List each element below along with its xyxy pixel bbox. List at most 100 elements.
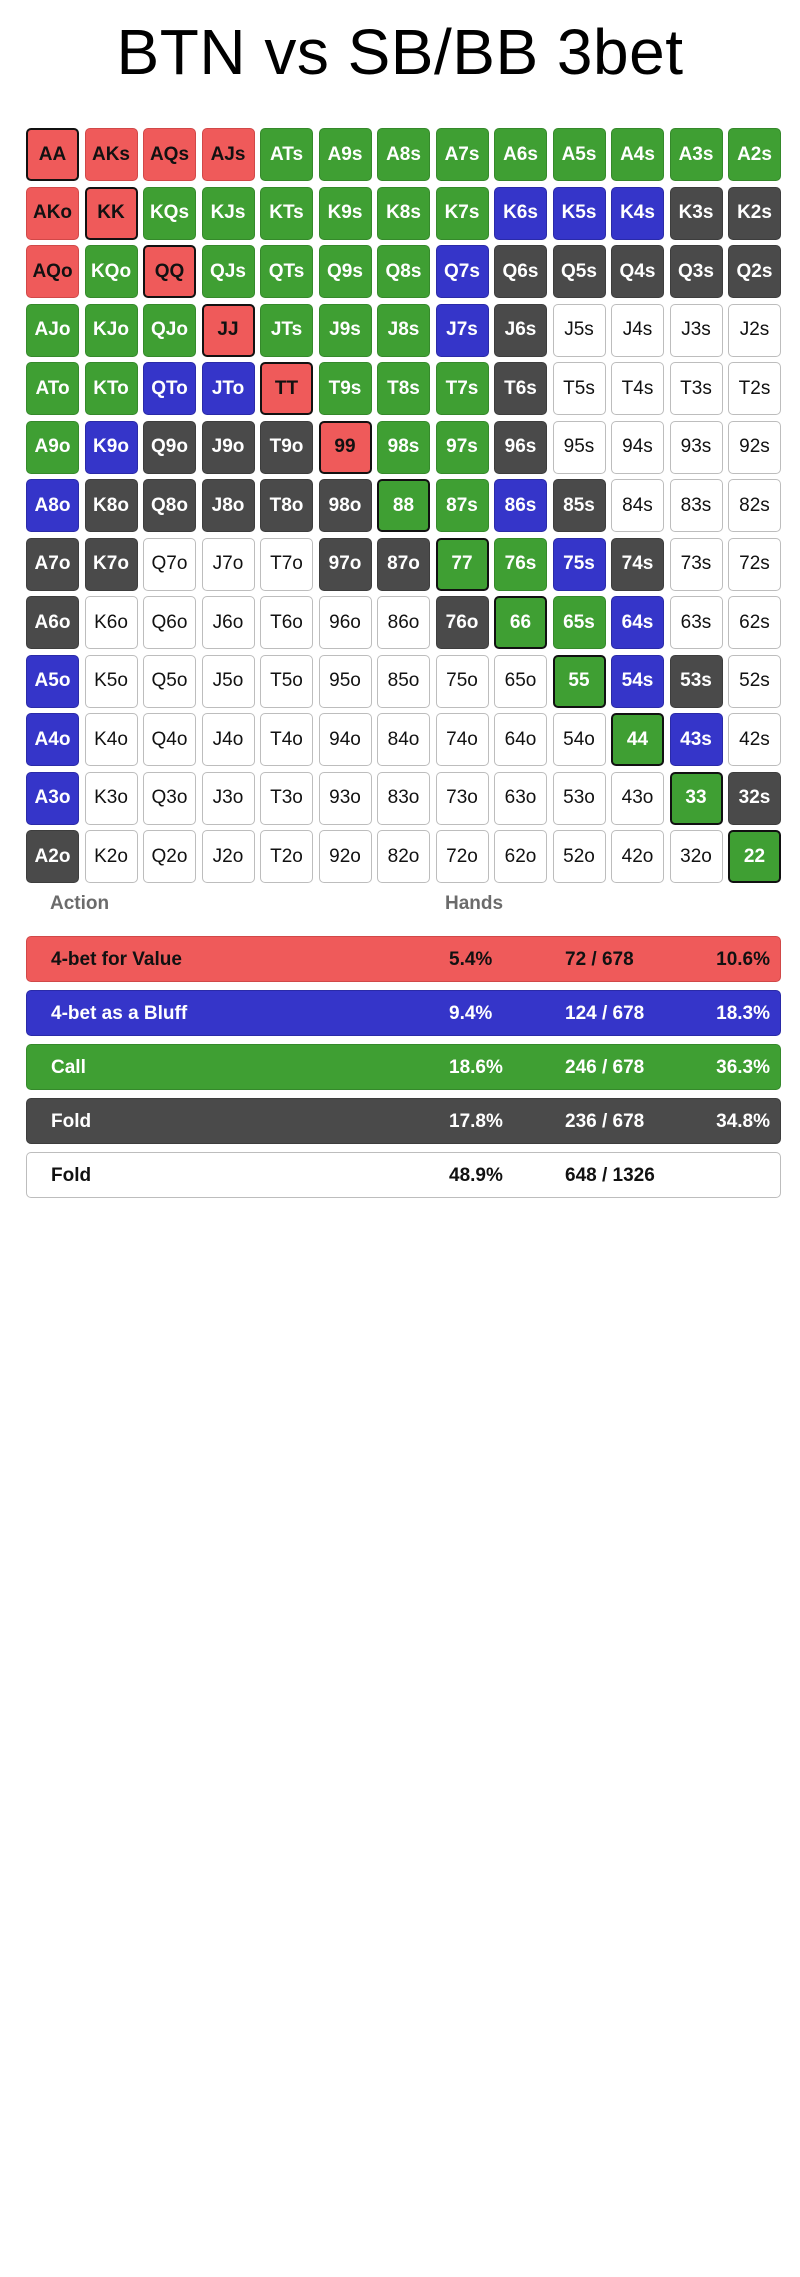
hand-cell-kts[interactable]: KTs	[260, 186, 313, 240]
hand-cell-53o[interactable]: 53o	[552, 771, 606, 825]
hand-cell-72s[interactable]: 72s	[728, 537, 781, 591]
hand-cell-aks[interactable]: AKs	[84, 128, 138, 181]
hand-cell-65o[interactable]: 65o	[494, 654, 547, 708]
hand-cell-96o[interactable]: 96o	[318, 596, 372, 649]
hand-cell-32o[interactable]: 32o	[669, 830, 723, 883]
hand-cell-ato[interactable]: ATo	[26, 362, 79, 415]
hand-cell-a6s[interactable]: A6s	[494, 128, 547, 181]
hand-cell-j3s[interactable]: J3s	[669, 303, 723, 357]
hand-cell-a6o[interactable]: A6o	[26, 596, 79, 649]
hand-cell-k5s[interactable]: K5s	[552, 186, 606, 240]
hand-cell-q5s[interactable]: Q5s	[552, 245, 606, 298]
hand-cell-44[interactable]: 44	[611, 713, 664, 766]
hand-cell-jts[interactable]: JTs	[260, 303, 313, 357]
hand-cell-a9s[interactable]: A9s	[318, 128, 372, 181]
hand-cell-ats[interactable]: ATs	[260, 128, 313, 181]
hand-cell-k8o[interactable]: K8o	[84, 479, 138, 532]
hand-cell-kqs[interactable]: KQs	[143, 186, 196, 240]
hand-cell-ajo[interactable]: AJo	[26, 303, 79, 357]
hand-cell-qq[interactable]: QQ	[143, 245, 196, 298]
hand-cell-83o[interactable]: 83o	[377, 771, 430, 825]
hand-cell-j7o[interactable]: J7o	[201, 537, 255, 591]
hand-cell-q8s[interactable]: Q8s	[377, 245, 430, 298]
hand-cell-62s[interactable]: 62s	[728, 596, 781, 649]
hand-cell-aa[interactable]: AA	[26, 128, 79, 181]
hand-cell-q9s[interactable]: Q9s	[318, 245, 372, 298]
hand-cell-43o[interactable]: 43o	[611, 771, 664, 825]
hand-cell-73s[interactable]: 73s	[669, 537, 723, 591]
hand-cell-k8s[interactable]: K8s	[377, 186, 430, 240]
hand-cell-52s[interactable]: 52s	[728, 654, 781, 708]
hand-cell-j5s[interactable]: J5s	[552, 303, 606, 357]
hand-cell-75o[interactable]: 75o	[435, 654, 489, 708]
hand-cell-93s[interactable]: 93s	[669, 420, 723, 474]
hand-cell-j5o[interactable]: J5o	[201, 654, 255, 708]
hand-cell-63s[interactable]: 63s	[669, 596, 723, 649]
hand-cell-kto[interactable]: KTo	[84, 362, 138, 415]
hand-cell-a5s[interactable]: A5s	[552, 128, 606, 181]
hand-cell-a7o[interactable]: A7o	[26, 537, 79, 591]
hand-cell-76s[interactable]: 76s	[494, 537, 547, 591]
hand-cell-k3s[interactable]: K3s	[669, 186, 723, 240]
hand-cell-a2o[interactable]: A2o	[26, 830, 79, 883]
hand-cell-74s[interactable]: 74s	[611, 537, 664, 591]
hand-cell-qto[interactable]: QTo	[143, 362, 196, 415]
hand-cell-q2s[interactable]: Q2s	[728, 245, 781, 298]
hand-cell-65s[interactable]: 65s	[552, 596, 606, 649]
hand-cell-q4o[interactable]: Q4o	[143, 713, 196, 766]
hand-cell-q7s[interactable]: Q7s	[435, 245, 489, 298]
hand-cell-84s[interactable]: 84s	[611, 479, 664, 532]
hand-cell-q2o[interactable]: Q2o	[143, 830, 196, 883]
hand-cell-a3s[interactable]: A3s	[669, 128, 723, 181]
hand-cell-j9s[interactable]: J9s	[318, 303, 372, 357]
hand-cell-t6s[interactable]: T6s	[494, 362, 547, 415]
hand-cell-54s[interactable]: 54s	[611, 654, 664, 708]
hand-cell-t6o[interactable]: T6o	[260, 596, 313, 649]
hand-cell-72o[interactable]: 72o	[435, 830, 489, 883]
hand-cell-a4o[interactable]: A4o	[26, 713, 79, 766]
hand-cell-97o[interactable]: 97o	[318, 537, 372, 591]
hand-cell-k6o[interactable]: K6o	[84, 596, 138, 649]
hand-cell-54o[interactable]: 54o	[552, 713, 606, 766]
hand-cell-t9o[interactable]: T9o	[260, 420, 313, 474]
hand-cell-94o[interactable]: 94o	[318, 713, 372, 766]
hand-cell-43s[interactable]: 43s	[669, 713, 723, 766]
hand-cell-j6o[interactable]: J6o	[201, 596, 255, 649]
hand-cell-aqs[interactable]: AQs	[143, 128, 196, 181]
hand-cell-95s[interactable]: 95s	[552, 420, 606, 474]
hand-cell-j2s[interactable]: J2s	[728, 303, 781, 357]
hand-cell-92o[interactable]: 92o	[318, 830, 372, 883]
hand-cell-a8s[interactable]: A8s	[377, 128, 430, 181]
hand-cell-62o[interactable]: 62o	[494, 830, 547, 883]
hand-cell-22[interactable]: 22	[728, 830, 781, 883]
hand-cell-98s[interactable]: 98s	[377, 420, 430, 474]
hand-cell-j8s[interactable]: J8s	[377, 303, 430, 357]
hand-cell-a8o[interactable]: A8o	[26, 479, 79, 532]
hand-cell-q4s[interactable]: Q4s	[611, 245, 664, 298]
hand-cell-q3s[interactable]: Q3s	[669, 245, 723, 298]
hand-cell-j8o[interactable]: J8o	[201, 479, 255, 532]
hand-cell-73o[interactable]: 73o	[435, 771, 489, 825]
hand-cell-j9o[interactable]: J9o	[201, 420, 255, 474]
hand-cell-kjs[interactable]: KJs	[201, 186, 255, 240]
hand-cell-t4s[interactable]: T4s	[611, 362, 664, 415]
hand-cell-q8o[interactable]: Q8o	[143, 479, 196, 532]
hand-cell-k9o[interactable]: K9o	[84, 420, 138, 474]
hand-cell-a2s[interactable]: A2s	[728, 128, 781, 181]
hand-cell-qts[interactable]: QTs	[260, 245, 313, 298]
hand-cell-53s[interactable]: 53s	[669, 654, 723, 708]
hand-cell-52o[interactable]: 52o	[552, 830, 606, 883]
hand-cell-77[interactable]: 77	[435, 537, 489, 591]
hand-cell-t7o[interactable]: T7o	[260, 537, 313, 591]
hand-cell-32s[interactable]: 32s	[728, 771, 781, 825]
hand-cell-92s[interactable]: 92s	[728, 420, 781, 474]
hand-cell-86o[interactable]: 86o	[377, 596, 430, 649]
hand-cell-86s[interactable]: 86s	[494, 479, 547, 532]
hand-cell-jj[interactable]: JJ	[201, 303, 255, 357]
hand-cell-t3s[interactable]: T3s	[669, 362, 723, 415]
hand-cell-85o[interactable]: 85o	[377, 654, 430, 708]
hand-cell-87o[interactable]: 87o	[377, 537, 430, 591]
hand-cell-42s[interactable]: 42s	[728, 713, 781, 766]
hand-cell-42o[interactable]: 42o	[611, 830, 664, 883]
hand-cell-k7s[interactable]: K7s	[435, 186, 489, 240]
